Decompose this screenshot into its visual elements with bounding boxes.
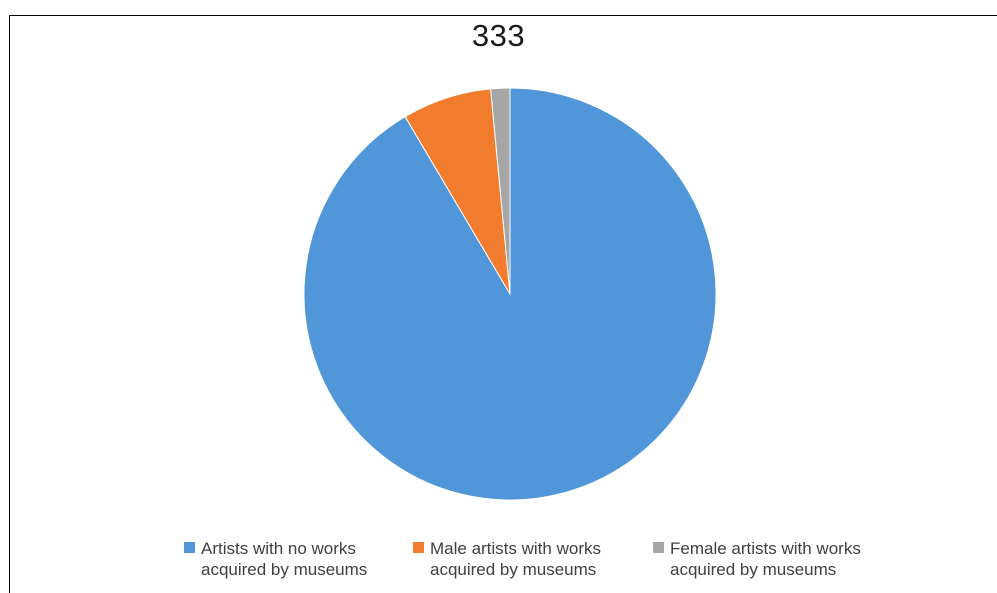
legend-entry-no-works: Artists with no works acquired by museum… [184,538,367,580]
pie-slice-female [490,87,511,295]
legend-entry-male: Male artists with works acquired by muse… [413,538,601,580]
legend-label-male-line1: Male artists with works [430,539,601,558]
legend-swatch-female [653,542,664,553]
legend-label-male-line2: acquired by museums [430,560,597,579]
legend-swatch-male [413,542,424,553]
legend-swatch-no-works [184,542,195,553]
legend-entry-female: Female artists with works acquired by mu… [653,538,861,580]
legend-label-no-works-line2: acquired by museums [201,560,368,579]
legend-label-female-line1: Female artists with works [670,539,861,558]
legend-label-female-line2: acquired by museums [670,560,837,579]
chart-title: 333 [471,18,526,53]
legend-label-no-works-line1: Artists with no works [201,539,356,558]
